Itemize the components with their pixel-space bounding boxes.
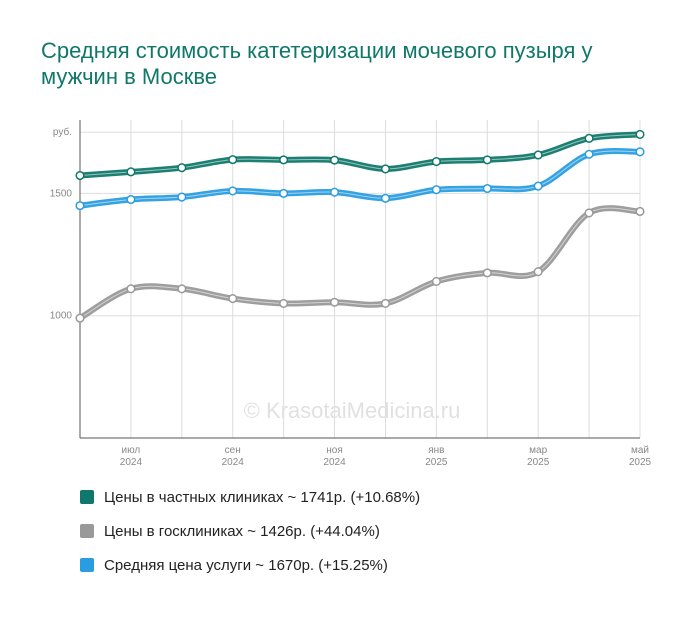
data-point (177, 163, 187, 173)
data-point (482, 268, 492, 278)
series-group (75, 129, 645, 323)
data-point (228, 186, 238, 196)
data-point (635, 206, 645, 217)
x-tick-year: 2025 (425, 457, 448, 468)
legend-item-public[interactable]: Цены в госклиниках ~ 1426р. (+44.04%) (80, 521, 420, 541)
data-point (584, 208, 594, 218)
data-point (431, 157, 441, 167)
x-tick-year: 2024 (120, 457, 143, 468)
x-tick-label: янв (428, 445, 444, 456)
chart-title: Средняя стоимость катетеризации мочевого… (41, 38, 593, 89)
y-tick-label: 1000 (50, 311, 73, 322)
data-point (126, 167, 136, 177)
data-point (380, 193, 391, 203)
legend-item-private[interactable]: Цены в частных клиниках ~ 1741р. (+10.68… (80, 487, 420, 507)
data-point (75, 313, 85, 323)
data-point (228, 294, 238, 304)
data-point (279, 155, 289, 165)
legend-swatch (80, 524, 94, 538)
data-point (380, 164, 391, 174)
data-point (482, 183, 492, 194)
data-point (228, 155, 238, 165)
data-point (126, 284, 136, 294)
data-point (279, 298, 289, 309)
line-chart: 10001500руб.июл2024сен2024ноя2024янв2025… (50, 120, 652, 468)
data-point (635, 129, 645, 139)
data-point (584, 149, 594, 159)
data-point (431, 276, 441, 286)
legend-label: Цены в частных клиниках ~ 1741р. (+10.68… (104, 488, 421, 506)
legend-item-average[interactable]: Средняя цена услуги ~ 1670р. (+15.25%) (80, 555, 420, 575)
data-point (482, 155, 492, 165)
series-line-highlight (79, 133, 641, 177)
data-point (75, 170, 85, 181)
x-tick-year: 2025 (629, 457, 652, 468)
y-tick-label: 1500 (50, 188, 73, 199)
x-tick-year: 2024 (222, 457, 245, 468)
data-point (177, 192, 187, 202)
x-tick-year: 2024 (323, 457, 346, 468)
data-point (126, 194, 136, 205)
watermark: © KrasotaiMedicina.ru (244, 398, 461, 423)
data-point (635, 147, 645, 157)
data-point (533, 267, 543, 277)
x-tick-label: ноя (326, 445, 343, 456)
legend: Цены в частных клиниках ~ 1741р. (+10.68… (80, 487, 420, 589)
x-tick-year: 2025 (527, 457, 550, 468)
data-point (75, 201, 85, 211)
series-line (77, 205, 643, 322)
legend-swatch (80, 558, 94, 572)
x-tick-label: сен (225, 445, 241, 456)
legend-label: Средняя цена услуги ~ 1670р. (+15.25%) (104, 556, 388, 574)
legend-swatch (80, 490, 94, 504)
data-point (533, 150, 543, 160)
x-tick-label: июл (122, 445, 141, 456)
legend-label: Цены в госклиниках ~ 1426р. (+44.04%) (104, 522, 380, 540)
data-point (584, 133, 594, 143)
data-point (329, 155, 340, 165)
data-point (329, 297, 340, 307)
x-tick-label: май (631, 445, 649, 456)
data-point (533, 181, 543, 191)
axes: 10001500руб.июл2024сен2024ноя2024янв2025… (50, 120, 652, 468)
data-point (279, 188, 289, 198)
y-tick-label: руб. (53, 126, 72, 138)
x-tick-label: мар (529, 445, 547, 456)
data-point (177, 284, 187, 294)
data-point (329, 187, 340, 197)
data-point (380, 298, 391, 309)
data-point (431, 185, 441, 195)
series-line (77, 148, 643, 209)
